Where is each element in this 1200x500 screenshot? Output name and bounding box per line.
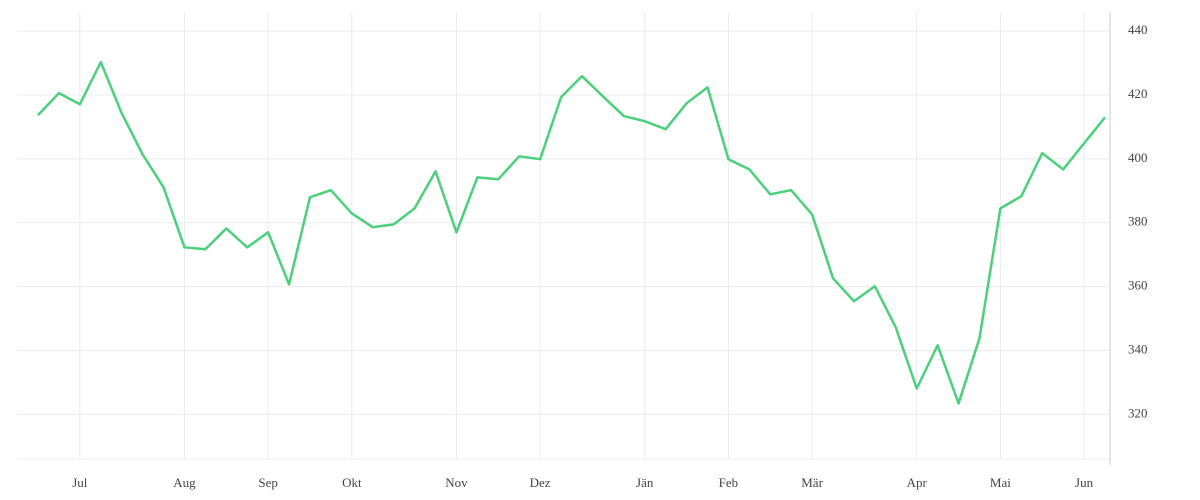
x-tick-label: Sep <box>258 475 278 490</box>
y-tick-label: 400 <box>1128 150 1148 165</box>
y-tick-label: 420 <box>1128 86 1148 101</box>
x-tick-label: Apr <box>907 475 928 490</box>
x-tick-label: Mai <box>990 475 1011 490</box>
line-series <box>37 60 1106 405</box>
y-tick-label: 360 <box>1128 278 1148 293</box>
x-tick-label: Feb <box>719 475 739 490</box>
x-tick-label: Nov <box>445 475 468 490</box>
y-tick-label: 320 <box>1128 405 1148 420</box>
x-tick-label: Jul <box>72 475 88 490</box>
y-tick-label: 340 <box>1128 341 1148 356</box>
x-tick-label: Mär <box>801 475 823 490</box>
x-tick-label: Aug <box>173 475 196 490</box>
x-tick-label: Dez <box>530 475 551 490</box>
y-tick-label: 380 <box>1128 214 1148 229</box>
x-tick-label: Okt <box>342 475 362 490</box>
x-tick-label: Jän <box>636 475 654 490</box>
x-tick-label: Jun <box>1075 475 1094 490</box>
y-tick-label: 440 <box>1128 22 1148 37</box>
